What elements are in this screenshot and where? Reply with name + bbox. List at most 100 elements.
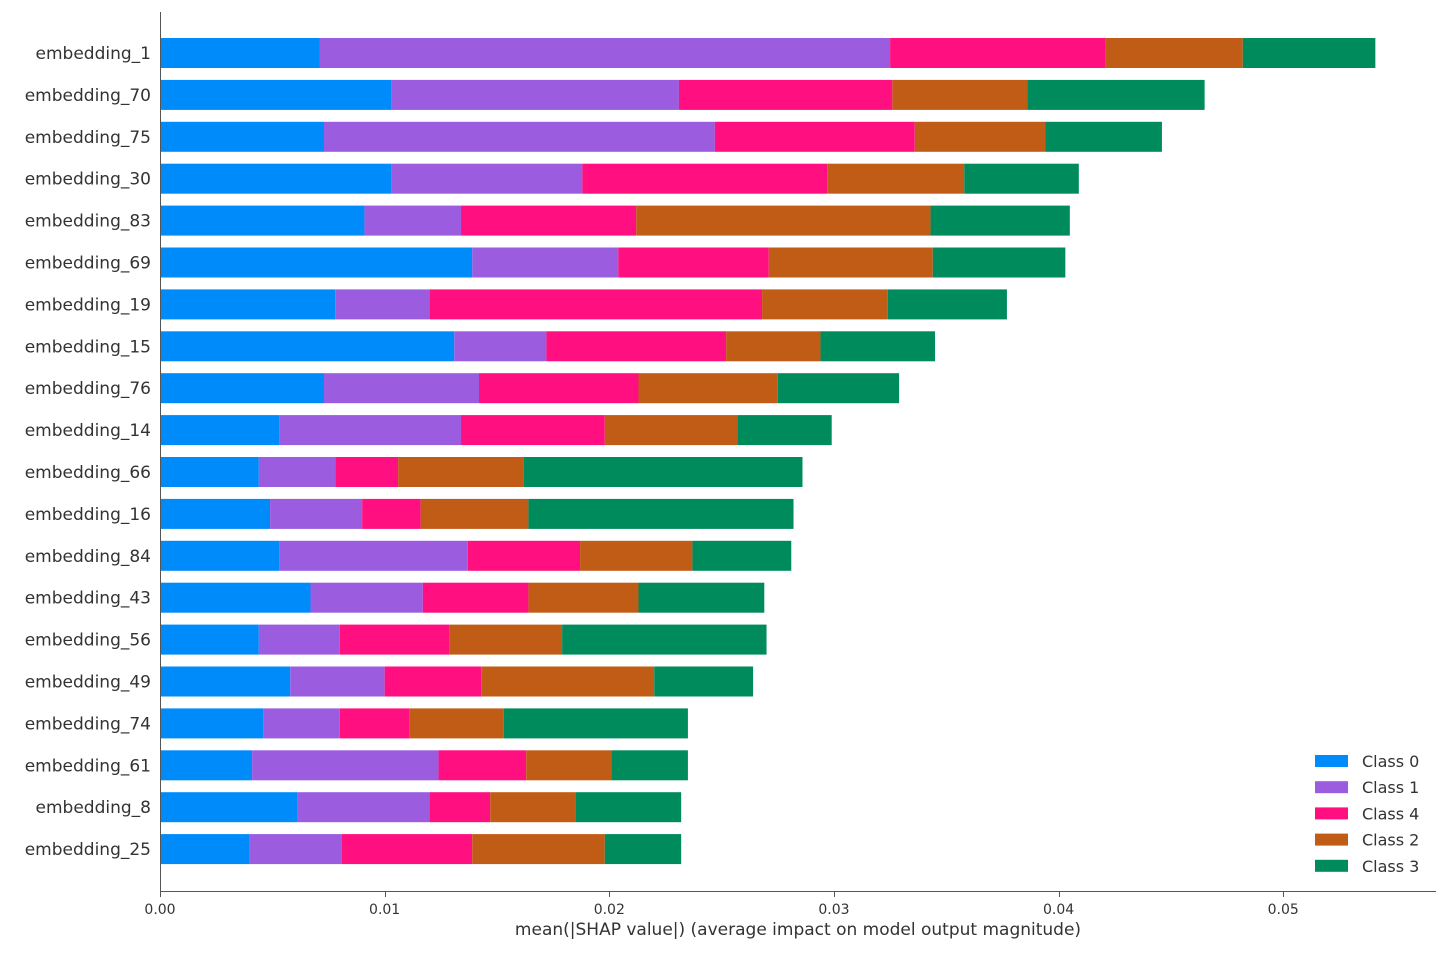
bar-embedding_66-class-2 <box>398 457 524 487</box>
bar-embedding_74-class-4 <box>339 708 410 739</box>
y-tick-label: embedding_61 <box>25 756 151 776</box>
bar-embedding_74-class-1 <box>263 708 340 739</box>
bar-embedding_43-class-1 <box>310 582 423 613</box>
bar-embedding_61-class-3 <box>611 750 688 781</box>
bar-embedding_75-class-4 <box>714 121 915 152</box>
bar-embedding_14-class-4 <box>461 415 605 446</box>
bar-embedding_76-class-1 <box>323 373 479 404</box>
y-tick-label: embedding_25 <box>25 840 151 860</box>
bar-embedding_25-class-4 <box>341 834 473 865</box>
bar-embedding_1-class-1 <box>319 38 891 68</box>
legend-label: Class 1 <box>1362 778 1419 797</box>
x-tick-label: 0.03 <box>818 902 849 918</box>
bar-embedding_16-class-4 <box>362 498 421 529</box>
bar-embedding_84-class-1 <box>279 540 468 571</box>
x-tick-label: 0.05 <box>1268 902 1299 918</box>
bar-embedding_74-class-3 <box>503 708 688 739</box>
bar-embedding_75-class-0 <box>160 121 324 152</box>
bar-embedding_8-class-1 <box>297 792 430 823</box>
x-axis-label: mean(|SHAP value|) (average impact on mo… <box>515 920 1081 940</box>
bar-embedding_66-class-4 <box>335 457 399 487</box>
bar-embedding_25-class-1 <box>249 834 342 865</box>
legend-label: Class 4 <box>1362 804 1419 823</box>
bar-embedding_15-class-2 <box>726 331 821 362</box>
y-tick-label: embedding_74 <box>25 714 151 734</box>
legend-label: Class 0 <box>1362 752 1419 771</box>
legend: Class 0 Class 1 Class 4 Class 2 Class 3 <box>1315 752 1419 876</box>
y-tick-label: embedding_56 <box>25 631 151 651</box>
bar-embedding_14-class-2 <box>604 415 738 446</box>
bar-embedding_61-class-2 <box>526 750 612 781</box>
bar-embedding_16-class-0 <box>160 498 271 529</box>
bar-embedding_76-class-0 <box>160 373 324 404</box>
y-tick-label: embedding_30 <box>25 170 151 190</box>
bar-embedding_1-class-4 <box>890 38 1106 68</box>
legend-label: Class 2 <box>1362 831 1419 850</box>
bar-embedding_15-class-0 <box>160 331 455 362</box>
bar-embedding_14-class-1 <box>279 415 462 446</box>
bar-embedding_66-class-1 <box>258 457 336 487</box>
bar-embedding_83-class-4 <box>461 205 637 236</box>
y-tick-label: embedding_69 <box>25 254 151 274</box>
bar-embedding_19-class-0 <box>160 289 336 320</box>
bar-embedding_83-class-2 <box>636 205 931 236</box>
bar-embedding_49-class-3 <box>654 666 754 697</box>
bar-embedding_70-class-0 <box>160 79 392 110</box>
legend-swatch <box>1315 833 1348 846</box>
bar-embedding_15-class-1 <box>454 331 547 362</box>
bar-embedding_8-class-3 <box>575 792 682 823</box>
bar-embedding_76-class-3 <box>777 373 900 404</box>
bar-embedding_49-class-0 <box>160 666 291 697</box>
bar-embedding_8-class-4 <box>429 792 491 823</box>
bar-embedding_19-class-2 <box>762 289 888 320</box>
bar-embedding_25-class-2 <box>472 834 605 865</box>
bar-embedding_30-class-4 <box>582 163 828 194</box>
bar-embedding_61-class-1 <box>252 750 439 781</box>
bar-embedding_30-class-0 <box>160 163 392 194</box>
x-tick-label: 0.01 <box>369 902 400 918</box>
bar-embedding_76-class-2 <box>638 373 778 404</box>
legend-swatch <box>1315 807 1348 820</box>
bar-embedding_30-class-1 <box>391 163 583 194</box>
bar-embedding_83-class-3 <box>930 205 1070 236</box>
bar-embedding_14-class-3 <box>737 415 832 446</box>
bar-embedding_66-class-3 <box>523 457 803 487</box>
x-ticks: 0.00 0.01 0.02 0.03 0.04 0.05 <box>144 892 1299 918</box>
x-tick-label: 0.00 <box>144 902 175 918</box>
bar-embedding_16-class-3 <box>528 498 794 529</box>
bar-embedding_56-class-0 <box>160 624 259 655</box>
bar-embedding_84-class-2 <box>580 540 693 571</box>
bar-embedding_15-class-3 <box>820 331 936 362</box>
bars-layer <box>160 38 1376 865</box>
bar-embedding_30-class-3 <box>964 163 1079 194</box>
axes-layer <box>160 12 1436 892</box>
bar-embedding_8-class-2 <box>490 792 576 823</box>
y-tick-label: embedding_76 <box>25 379 151 399</box>
bar-embedding_25-class-0 <box>160 834 250 865</box>
bar-embedding_66-class-0 <box>160 457 259 487</box>
legend-swatch <box>1315 859 1348 872</box>
bar-embedding_49-class-1 <box>290 666 385 697</box>
legend-swatch <box>1315 755 1348 767</box>
y-tick-label: embedding_84 <box>25 547 151 567</box>
bar-embedding_43-class-0 <box>160 582 311 613</box>
bar-embedding_19-class-4 <box>429 289 763 320</box>
bar-embedding_1-class-0 <box>160 38 320 68</box>
bar-embedding_43-class-2 <box>528 582 639 613</box>
y-tick-label: embedding_70 <box>25 86 151 106</box>
bar-embedding_19-class-1 <box>335 289 430 320</box>
bar-embedding_61-class-0 <box>160 750 253 781</box>
bar-embedding_19-class-3 <box>887 289 1007 320</box>
bar-embedding_56-class-3 <box>562 624 767 655</box>
bar-embedding_75-class-3 <box>1045 121 1162 152</box>
bar-embedding_56-class-2 <box>449 624 563 655</box>
bar-embedding_25-class-3 <box>604 834 682 865</box>
bar-embedding_56-class-1 <box>258 624 340 655</box>
legend-label: Class 3 <box>1362 857 1419 876</box>
y-tick-label: embedding_8 <box>36 798 151 818</box>
bar-embedding_69-class-3 <box>932 247 1066 278</box>
bar-embedding_30-class-2 <box>827 163 965 194</box>
y-tick-label: embedding_16 <box>25 505 151 525</box>
bar-embedding_84-class-3 <box>692 540 792 571</box>
